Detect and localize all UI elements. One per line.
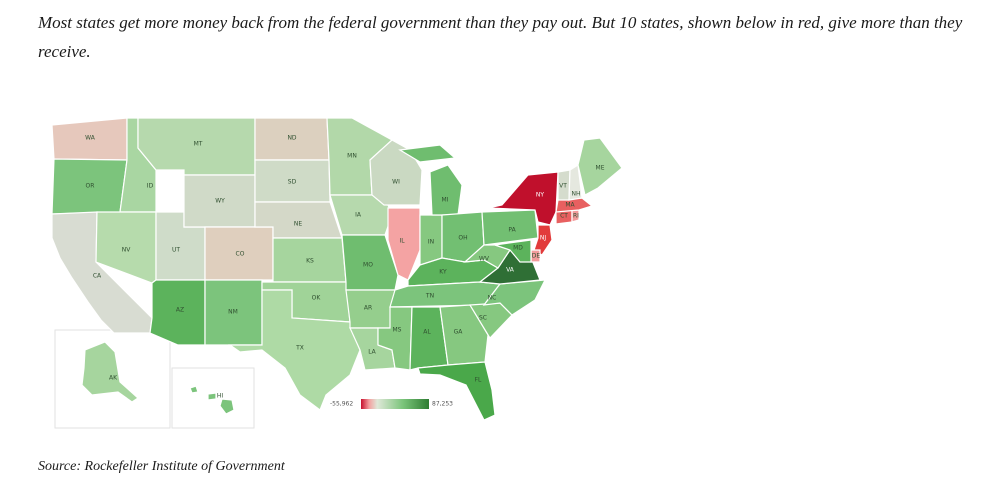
state-label-ks: KS [306, 258, 314, 265]
state-label-md: MD [513, 245, 523, 252]
state-label-co: CO [236, 251, 245, 258]
states-layer [51, 117, 623, 421]
state-label-de: DE [532, 253, 541, 260]
state-label-sd: SD [288, 179, 297, 186]
state-az [149, 279, 206, 346]
state-labels: WA OR CA ID NV UT AZ MT WY CO NM ND SD NE KS OK TX MN IA MO… [85, 135, 605, 400]
state-label-ne: NE [294, 221, 302, 228]
state-label-nd: ND [287, 135, 296, 142]
legend-color-bar [361, 399, 429, 409]
state-label-mi: MI [442, 197, 449, 204]
legend-min-label: -55,962 [330, 401, 353, 408]
state-label-nc: NC [488, 295, 497, 302]
state-label-me: ME [596, 165, 605, 172]
state-wi [369, 139, 423, 206]
state-label-nv: NV [122, 247, 131, 254]
state-tx [228, 289, 361, 411]
state-label-ut: UT [172, 247, 180, 254]
state-label-hi: HI [217, 393, 224, 400]
legend: -55,962 87,253 [330, 399, 453, 409]
state-fl [417, 361, 496, 421]
state-me [577, 137, 623, 196]
state-label-oh: OH [458, 235, 467, 242]
state-mi [398, 144, 463, 216]
state-label-ct: CT [560, 213, 568, 220]
state-label-la: LA [368, 349, 376, 356]
state-nh [568, 163, 583, 201]
state-label-ak: AK [109, 375, 118, 382]
state-tn [389, 281, 502, 308]
state-label-ia: IA [355, 212, 362, 219]
state-label-fl: FL [475, 377, 482, 384]
hawaii-inset-box [171, 367, 255, 429]
state-label-ny: NY [536, 192, 544, 199]
state-nj [533, 224, 553, 256]
state-label-ma: MA [565, 202, 575, 209]
state-ak [81, 341, 139, 403]
state-label-ri: RI [573, 213, 579, 220]
state-label-vt: VT [559, 183, 567, 190]
state-label-ca: CA [93, 273, 102, 280]
state-label-tn: TN [425, 293, 434, 300]
state-label-id: ID [147, 183, 154, 190]
state-label-wv: WV [479, 256, 490, 263]
state-label-il: IL [399, 238, 405, 245]
state-label-mo: MO [363, 262, 373, 269]
state-label-or: OR [86, 183, 95, 190]
state-label-nm: NM [228, 309, 238, 316]
state-hi [189, 385, 235, 415]
state-label-al: AL [423, 329, 431, 336]
state-label-ok: OK [312, 295, 322, 302]
state-label-ky: KY [439, 269, 447, 276]
state-label-mn: MN [347, 153, 357, 160]
state-label-wi: WI [392, 179, 400, 186]
state-label-az: AZ [176, 307, 184, 314]
legend-max-label: 87,253 [432, 401, 453, 408]
state-ga [439, 304, 489, 366]
state-label-nj: NJ [540, 235, 546, 242]
state-label-ga: GA [454, 329, 464, 336]
state-label-wa: WA [85, 135, 96, 142]
state-label-sc: SC [479, 315, 487, 322]
state-label-va: VA [506, 267, 515, 274]
state-label-nh: NH [572, 191, 581, 198]
state-label-wy: WY [215, 198, 225, 205]
state-label-in: IN [428, 239, 434, 246]
state-label-mt: MT [194, 141, 203, 148]
state-label-pa: PA [508, 227, 516, 234]
state-label-ar: AR [364, 305, 372, 312]
state-md [494, 239, 532, 263]
state-label-tx: TX [295, 345, 304, 352]
caption: Most states get more money back from the… [38, 13, 963, 61]
state-label-ms: MS [393, 327, 402, 334]
source-note: Source: Rockefeller Institute of Governm… [38, 459, 285, 474]
